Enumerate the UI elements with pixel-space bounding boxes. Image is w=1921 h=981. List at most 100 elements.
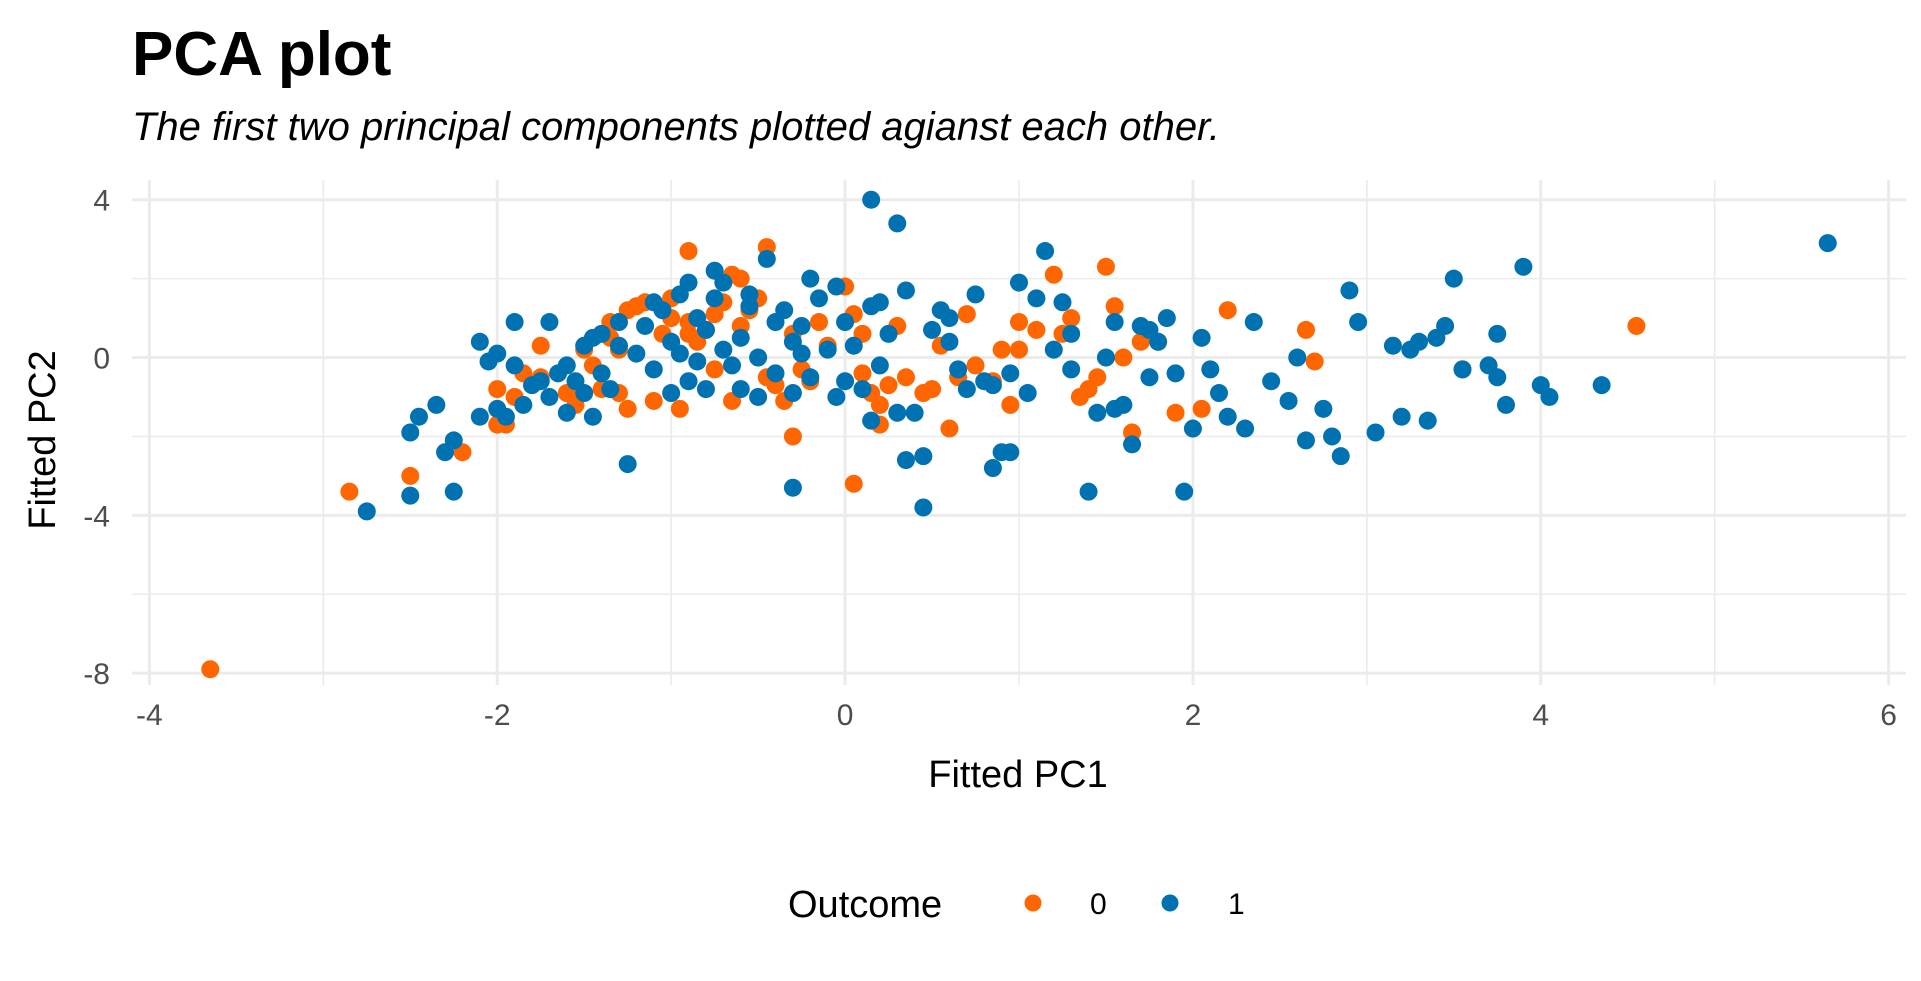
- data-point-outcome-1: [836, 372, 855, 391]
- data-point-outcome-1: [1053, 293, 1072, 312]
- chart-subtitle: The first two principal components plott…: [132, 105, 1220, 149]
- data-point-outcome-1: [1062, 360, 1081, 379]
- data-point-outcome-0: [1192, 399, 1211, 418]
- x-tick-label: -2: [484, 699, 511, 732]
- data-point-outcome-1: [783, 478, 802, 497]
- grid: [132, 180, 1906, 685]
- data-point-outcome-1: [409, 407, 428, 426]
- data-point-outcome-1: [505, 313, 524, 332]
- data-point-outcome-0: [844, 474, 863, 493]
- legend-label-0: 0: [1090, 888, 1107, 921]
- data-point-outcome-1: [540, 313, 559, 332]
- data-point-outcome-1: [1296, 431, 1315, 450]
- data-point-outcome-1: [1540, 387, 1559, 406]
- data-point-outcome-1: [531, 372, 550, 391]
- data-point-outcome-0: [1010, 313, 1028, 332]
- data-point-outcome-1: [1453, 360, 1472, 379]
- data-point-outcome-1: [1157, 309, 1176, 328]
- data-point-outcome-1: [1340, 281, 1359, 300]
- data-point-outcome-1: [1001, 443, 1020, 462]
- data-point-outcome-1: [644, 360, 663, 379]
- data-point-outcome-1: [1140, 320, 1159, 339]
- data-point-outcome-1: [401, 423, 420, 442]
- data-point-outcome-1: [1001, 364, 1020, 383]
- data-point-outcome-1: [1236, 419, 1255, 438]
- data-point-outcome-1: [644, 293, 663, 312]
- data-point-outcome-0: [879, 376, 898, 395]
- data-point-outcome-0: [783, 427, 802, 446]
- data-point-outcome-1: [1166, 364, 1185, 383]
- data-point-outcome-1: [1349, 313, 1368, 332]
- data-point-outcome-1: [870, 356, 889, 375]
- data-point-outcome-1: [1175, 482, 1194, 501]
- data-point-outcome-1: [696, 380, 715, 399]
- data-point-outcome-1: [557, 403, 576, 422]
- data-point-outcome-1: [1323, 427, 1342, 446]
- data-point-outcome-1: [1192, 328, 1211, 347]
- data-point-outcome-1: [853, 380, 872, 399]
- data-point-outcome-1: [1201, 360, 1220, 379]
- data-point-outcome-1: [844, 336, 863, 355]
- data-point-outcome-1: [636, 316, 655, 335]
- data-point-outcome-0: [679, 242, 698, 261]
- y-tick-label: -8: [83, 658, 110, 691]
- data-point-outcome-0: [705, 360, 724, 379]
- data-point-outcome-1: [357, 502, 376, 521]
- data-point-outcome-1: [827, 387, 846, 406]
- data-point-outcome-0: [853, 364, 872, 383]
- data-point-outcome-1: [505, 356, 524, 375]
- data-point-outcome-0: [670, 399, 689, 418]
- data-point-outcome-1: [444, 431, 463, 450]
- data-point-outcome-0: [1105, 297, 1124, 316]
- data-point-outcome-1: [1383, 336, 1402, 355]
- x-tick-label: 2: [1185, 699, 1202, 732]
- x-tick-label: -4: [136, 699, 163, 732]
- data-point-outcome-1: [1496, 395, 1515, 414]
- data-point-outcome-1: [957, 380, 976, 399]
- data-point-outcome-1: [836, 313, 855, 332]
- data-point-outcome-1: [540, 387, 559, 406]
- data-point-outcome-0: [940, 419, 959, 438]
- x-axis-label: Fitted PC1: [928, 754, 1108, 796]
- data-point-outcome-1: [896, 281, 915, 300]
- data-point-outcome-1: [949, 360, 968, 379]
- data-point-outcome-1: [470, 407, 489, 426]
- x-tick-label: 4: [1532, 699, 1549, 732]
- data-point-outcome-1: [914, 447, 933, 466]
- data-point-outcome-0: [1305, 352, 1324, 371]
- data-point-outcome-0: [644, 391, 663, 410]
- points-layer: [201, 190, 1837, 679]
- chart-title: PCA plot: [132, 20, 391, 89]
- data-point-outcome-1: [766, 364, 785, 383]
- data-point-outcome-1: [496, 407, 515, 426]
- data-point-outcome-0: [1027, 320, 1046, 339]
- data-point-outcome-1: [870, 293, 889, 312]
- y-tick-label: -4: [83, 500, 110, 533]
- data-point-outcome-0: [488, 380, 507, 399]
- legend-swatch-0: [1024, 894, 1042, 912]
- data-point-outcome-0: [531, 336, 550, 355]
- data-point-outcome-0: [1114, 348, 1133, 367]
- data-point-outcome-0: [618, 399, 637, 418]
- data-point-outcome-1: [757, 249, 776, 268]
- data-point-outcome-1: [801, 368, 820, 387]
- data-point-outcome-1: [1592, 376, 1611, 395]
- data-point-outcome-1: [575, 384, 594, 403]
- data-point-outcome-1: [470, 332, 489, 351]
- data-point-outcome-1: [609, 313, 628, 332]
- data-point-outcome-1: [1088, 403, 1107, 422]
- data-point-outcome-1: [705, 289, 724, 308]
- data-point-outcome-1: [1488, 368, 1507, 387]
- data-point-outcome-1: [1514, 257, 1533, 276]
- x-tick-labels: -4 -2 0 2 4 6: [136, 699, 1897, 732]
- data-point-outcome-1: [1262, 372, 1281, 391]
- data-point-outcome-0: [1001, 395, 1020, 414]
- data-point-outcome-1: [705, 261, 724, 280]
- data-point-outcome-0: [1096, 257, 1115, 276]
- data-point-outcome-1: [714, 340, 733, 359]
- data-point-outcome-1: [1418, 411, 1437, 430]
- data-point-outcome-1: [1096, 348, 1115, 367]
- data-point-outcome-1: [888, 403, 907, 422]
- legend-title: Outcome: [788, 884, 942, 926]
- data-point-outcome-1: [983, 459, 1002, 478]
